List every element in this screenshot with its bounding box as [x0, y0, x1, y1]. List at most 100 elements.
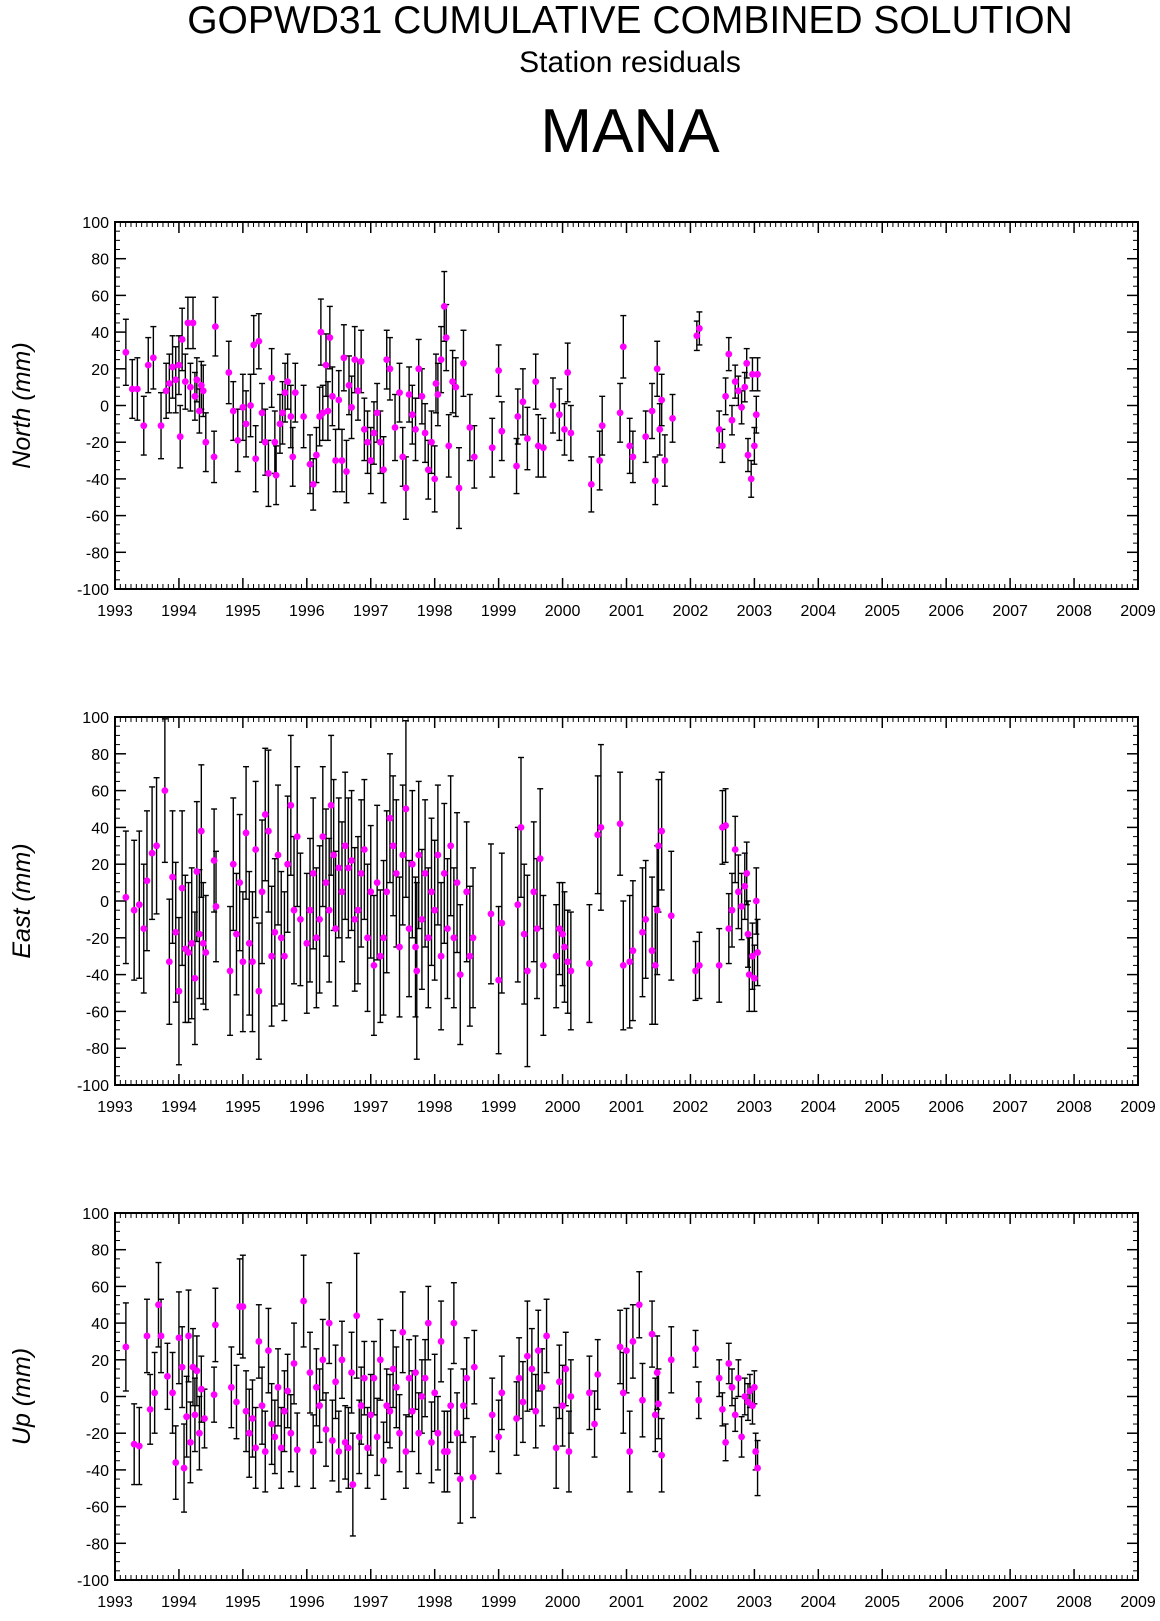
data-point	[353, 1312, 361, 1320]
data-point	[392, 870, 400, 877]
data-point	[415, 1429, 423, 1437]
data-point	[300, 1297, 308, 1305]
data-point	[165, 958, 173, 966]
data-point	[313, 451, 320, 459]
data-point	[249, 1415, 256, 1422]
x-tick-label: 1998	[417, 603, 453, 620]
data-point	[344, 864, 352, 872]
data-point	[354, 387, 362, 395]
data-point	[661, 457, 669, 464]
data-point	[326, 334, 334, 342]
data-point	[191, 1411, 199, 1419]
data-point	[463, 888, 471, 896]
data-point	[165, 380, 173, 387]
data-point	[648, 407, 656, 415]
data-point	[655, 1400, 662, 1408]
data-point	[418, 1393, 426, 1400]
y-tick-label: 0	[100, 1390, 109, 1407]
data-point	[487, 910, 495, 918]
data-point	[122, 348, 130, 356]
data-point	[386, 814, 394, 822]
data-point	[176, 433, 184, 441]
x-tick-label: 1995	[225, 603, 261, 620]
data-point	[370, 1374, 378, 1382]
data-point	[281, 952, 288, 960]
data-point	[195, 930, 203, 938]
data-point	[180, 1464, 188, 1472]
data-point	[341, 842, 349, 850]
data-point	[229, 407, 237, 415]
east-panel: 1993 1994 1995 1996 1997 1998 1999 2000 2001 2002…	[8, 710, 1156, 1116]
data-point	[135, 901, 143, 909]
data-point	[639, 928, 646, 936]
data-point	[519, 398, 527, 406]
data-point	[754, 1464, 761, 1472]
y-tick-label: -60	[86, 1500, 109, 1517]
data-point	[453, 879, 461, 886]
data-point	[412, 943, 419, 951]
data-point	[437, 952, 445, 960]
x-tick-label: 2003	[737, 603, 773, 620]
data-point	[277, 1444, 285, 1452]
data-point	[586, 1389, 593, 1397]
data-point	[169, 1389, 176, 1397]
x-tick-label: 2002	[673, 1099, 709, 1116]
data-point	[335, 864, 343, 872]
x-tick-label: 1995	[225, 1594, 261, 1611]
data-point	[293, 1446, 301, 1454]
x-tick-label: 1995	[225, 1099, 261, 1116]
figure-subtitle: Station residuals	[519, 46, 741, 79]
data-point	[181, 378, 189, 386]
y-tick-label: 60	[91, 288, 109, 305]
x-tick-label: 1993	[97, 1099, 133, 1116]
data-point	[268, 1420, 276, 1428]
data-point	[543, 1332, 550, 1340]
data-point	[195, 407, 203, 415]
data-point	[148, 849, 156, 857]
data-point	[175, 987, 183, 995]
data-point	[434, 391, 442, 398]
data-point	[144, 361, 152, 369]
data-point	[658, 396, 666, 404]
data-point	[265, 469, 272, 477]
data-point	[175, 1334, 183, 1342]
data-point	[639, 1396, 646, 1404]
data-point	[226, 967, 234, 975]
data-point	[229, 860, 237, 868]
y-tick-label: 80	[91, 1243, 109, 1260]
x-tick-label: 1998	[417, 1594, 453, 1611]
data-point	[449, 378, 456, 386]
data-point	[291, 389, 299, 397]
data-point	[715, 1374, 723, 1382]
data-point	[162, 387, 170, 395]
data-point	[415, 365, 423, 373]
data-point	[741, 383, 749, 391]
data-point	[319, 409, 327, 417]
data-point	[658, 1451, 666, 1459]
data-point	[533, 925, 541, 932]
data-point	[750, 442, 758, 450]
data-point	[591, 1420, 598, 1428]
data-point	[752, 897, 760, 905]
y-tick-label: -100	[77, 1078, 109, 1095]
data-point	[338, 457, 346, 464]
data-point	[731, 1411, 739, 1419]
data-point	[172, 1459, 180, 1466]
data-point	[345, 381, 353, 389]
data-point	[332, 1378, 339, 1386]
data-point	[279, 409, 286, 417]
data-point	[750, 974, 758, 982]
data-point	[348, 857, 355, 864]
data-point	[135, 1442, 143, 1450]
data-point	[444, 1448, 451, 1455]
y-tick-label: -40	[86, 472, 109, 489]
data-point	[357, 1402, 365, 1410]
data-point	[743, 870, 751, 877]
data-point	[616, 1343, 624, 1351]
data-point	[335, 396, 343, 404]
data-point	[586, 960, 593, 967]
data-point	[424, 1319, 432, 1327]
data-point	[648, 947, 656, 955]
data-point	[532, 1407, 540, 1415]
data-point	[463, 1374, 471, 1382]
